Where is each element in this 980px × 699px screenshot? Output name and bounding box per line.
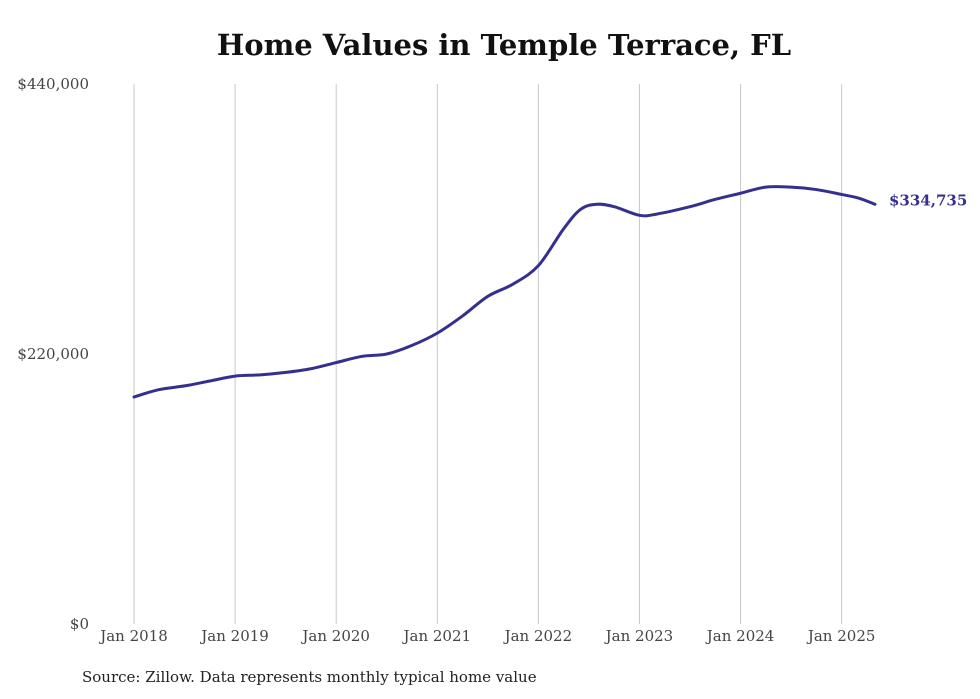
x-tick-label: Jan 2024	[705, 627, 775, 645]
chart-title: Home Values in Temple Terrace, FL	[216, 28, 792, 62]
y-tick-label: $0	[70, 615, 89, 633]
series-line	[132, 185, 877, 399]
grid-lines	[133, 84, 843, 624]
end-value-label: $334,735	[889, 191, 967, 209]
x-tick-label: Jan 2019	[199, 627, 269, 645]
y-tick-label: $440,000	[17, 75, 89, 93]
series-layer	[132, 185, 877, 399]
end-value-layer: $334,735	[889, 191, 967, 209]
x-tick-label: Jan 2022	[503, 627, 573, 645]
x-axis-ticks: Jan 2018 Jan 2019 Jan 2020 Jan 2021 Jan 2022…	[98, 627, 875, 645]
x-tick-label: Jan 2021	[401, 627, 471, 645]
x-tick-label: Jan 2020	[300, 627, 370, 645]
x-tick-label: Jan 2025	[806, 627, 876, 645]
y-axis-ticks: $0 $220,000 $440,000	[17, 75, 89, 633]
x-tick-label: Jan 2023	[604, 627, 674, 645]
line-chart: $0$220,000$440,000 Jan 2018 Jan 2019 Jan 2…	[17, 75, 967, 645]
source-note: Source: Zillow. Data represents monthly …	[82, 668, 537, 686]
x-tick-label: Jan 2018	[98, 627, 168, 645]
y-tick-label: $220,000	[17, 345, 89, 363]
